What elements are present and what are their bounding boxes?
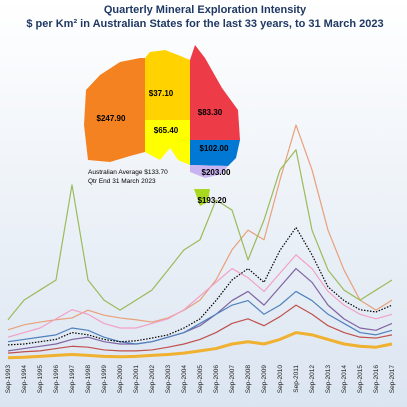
- state-nsw: [190, 140, 240, 166]
- x-tick-label: Sep-2010: [277, 365, 284, 394]
- x-tick-label: Sep-1996: [53, 365, 60, 394]
- x-tick-label: Sep-2008: [245, 365, 252, 394]
- x-tick-label: Sep-2005: [197, 365, 204, 394]
- series-line: [7, 290, 393, 345]
- state-tas: [194, 189, 210, 206]
- state-sa: [145, 120, 190, 165]
- x-tick-label: Sep-2000: [117, 365, 124, 394]
- state-label: $193.20: [198, 196, 227, 205]
- plot-area: [7, 124, 393, 360]
- chart-subtitle: $ per Km² in Australian States for the l…: [26, 18, 383, 30]
- x-tick-label: Sep-2004: [181, 365, 188, 394]
- x-tick-label: Sep-1995: [37, 365, 44, 394]
- series-line: [7, 304, 393, 354]
- state-label: $65.40: [154, 126, 179, 135]
- x-tick-label: Sep-2001: [133, 365, 140, 394]
- x-tick-label: Sep-2006: [213, 365, 220, 394]
- x-tick-label: Sep-2003: [165, 365, 172, 394]
- series-line: [7, 254, 393, 338]
- annotation: Qtr End 31 March 2023: [88, 178, 156, 185]
- annotation: Australian Average $133.70: [88, 169, 168, 176]
- x-axis: Sep-1993 Sep-1994 Sep-1995 Sep-1996 Sep-1997…: [5, 365, 396, 394]
- x-tick-label: Sep-2007: [229, 365, 236, 394]
- x-tick-label: Sep-2009: [261, 365, 268, 394]
- state-label: $203.00: [202, 168, 231, 177]
- x-tick-label: Sep-2013: [325, 365, 332, 394]
- state-label: $83.30: [198, 108, 223, 117]
- x-tick-label: Sep-2016: [373, 365, 380, 394]
- state-label: $37.10: [149, 89, 174, 98]
- x-tick-label: Sep-2002: [149, 365, 156, 394]
- x-tick-label: Sep-1997: [69, 365, 76, 394]
- x-tick-label: Sep-2017: [389, 365, 396, 394]
- state-label: $247.90: [97, 114, 126, 123]
- chart-title: Quarterly Mineral Exploration Intensity: [104, 4, 307, 16]
- x-tick-label: Sep-1993: [5, 365, 12, 394]
- series-line: [7, 226, 393, 346]
- map: $247.90 $37.10 $83.30 $65.40 $102.00 $20…: [84, 45, 240, 206]
- state-vic: [190, 165, 228, 178]
- series-line: [7, 124, 393, 331]
- x-tick-label: Sep-2011: [293, 365, 300, 393]
- x-tick-label: Sep-1999: [101, 365, 108, 394]
- state-qld: [190, 45, 240, 140]
- series-line: [7, 331, 393, 360]
- series-line: [7, 149, 393, 321]
- x-tick-label: Sep-2014: [341, 365, 348, 394]
- x-tick-label: Sep-2015: [357, 365, 364, 394]
- series-line: [7, 267, 393, 352]
- x-tick-label: Sep-1998: [85, 365, 92, 394]
- state-wa: [84, 58, 145, 162]
- x-tick-label: Sep-1994: [21, 365, 28, 394]
- state-label: $102.00: [200, 144, 229, 153]
- x-tick-label: Sep-2012: [309, 365, 316, 394]
- state-nt: [145, 50, 190, 120]
